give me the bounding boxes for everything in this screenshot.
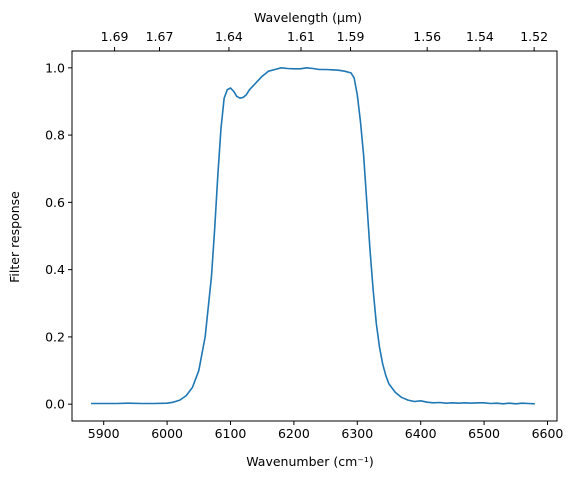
top-axis-ticks: 1.69 1.67 1.64 1.61 1.59 1.56 1.54 1.52: [101, 29, 548, 51]
top-tick-label: 1.56: [413, 29, 441, 44]
x-tick-label: 6200: [278, 426, 310, 441]
y-tick-label: 0.4: [45, 262, 65, 277]
top-tick-label: 1.69: [101, 29, 129, 44]
y-tick-label: 1.0: [45, 60, 65, 75]
top-tick-label: 1.54: [466, 29, 494, 44]
y-tick-label: 0.0: [45, 397, 65, 412]
x-tick-label: 6300: [341, 426, 373, 441]
filter-response-line: [91, 67, 535, 405]
top-axis-title: Wavelength (μm): [254, 10, 362, 25]
x-tick-label: 6600: [532, 426, 564, 441]
left-axis-ticks: 0.0 0.2 0.4 0.6 0.8 1.0: [45, 60, 72, 412]
top-tick-label: 1.67: [146, 29, 174, 44]
top-tick-label: 1.52: [520, 29, 548, 44]
y-tick-label: 0.8: [45, 128, 65, 143]
y-tick-label: 0.2: [45, 329, 65, 344]
plot-frame: [71, 50, 558, 422]
top-tick-label: 1.59: [337, 29, 365, 44]
top-tick-label: 1.64: [215, 29, 243, 44]
x-axis-title: Wavenumber (cm⁻¹): [246, 454, 373, 469]
x-tick-label: 6100: [215, 426, 247, 441]
x-tick-label: 6500: [468, 426, 500, 441]
x-tick-label: 6400: [405, 426, 437, 441]
y-axis-title: Filter response: [7, 191, 22, 283]
x-tick-label: 5900: [88, 426, 120, 441]
bottom-axis-ticks: 5900 6000 6100 6200 6300 6400 6500 6600: [88, 421, 564, 441]
x-tick-label: 6000: [151, 426, 183, 441]
top-tick-label: 1.61: [287, 29, 315, 44]
y-tick-label: 0.6: [45, 195, 65, 210]
